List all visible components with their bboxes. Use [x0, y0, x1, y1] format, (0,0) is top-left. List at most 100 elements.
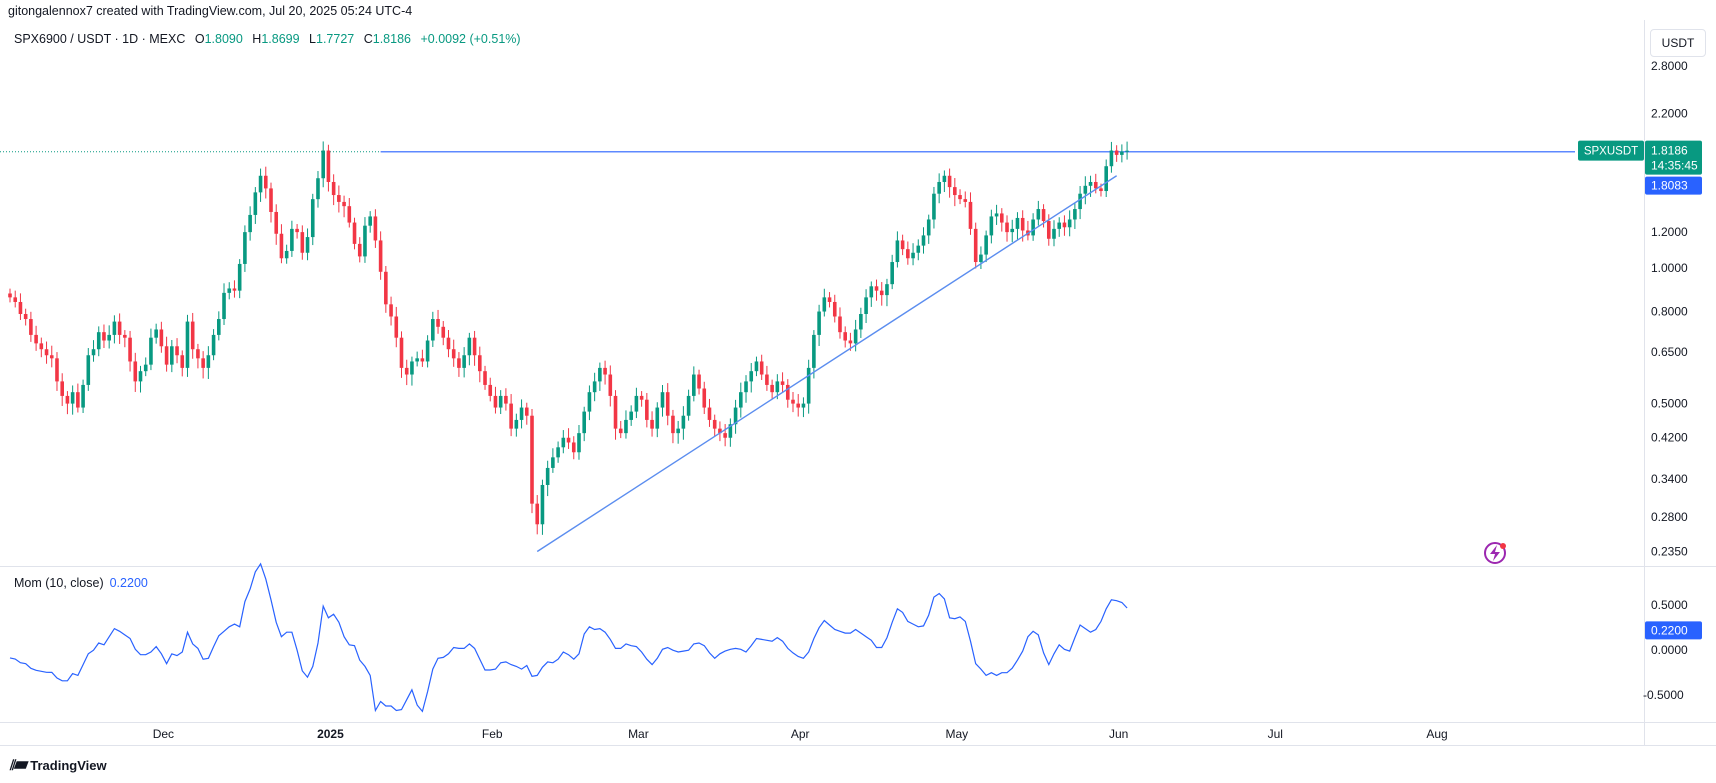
candle-body [201, 358, 205, 368]
lightning-icon[interactable] [1484, 542, 1506, 564]
candle-body [942, 175, 947, 182]
candle-body [1052, 228, 1056, 239]
momentum-value-tag [1645, 621, 1702, 640]
candle-body [911, 252, 915, 259]
candle-body [733, 407, 738, 425]
candle-body [530, 415, 534, 504]
candle-body [1067, 219, 1072, 228]
candle-body [331, 181, 336, 196]
candle-body [535, 503, 540, 525]
candle-body [227, 288, 232, 293]
candle-body [869, 286, 874, 298]
last-price-tag [1645, 140, 1702, 175]
candle-body [937, 181, 941, 194]
candle-body [645, 399, 649, 420]
candle-body [102, 332, 106, 341]
candle-body [44, 349, 49, 356]
price-tick-label: 0.3400 [1651, 472, 1688, 486]
candle-body [420, 358, 425, 362]
candle-body [587, 392, 592, 412]
candle-body [373, 216, 378, 241]
candle-body [1114, 150, 1119, 155]
candle-body [608, 374, 613, 396]
candle-body [566, 437, 571, 443]
level-line-tag [1645, 176, 1702, 195]
candle-body [1083, 185, 1088, 194]
candle-body [70, 392, 75, 404]
currency-button[interactable]: USDT [1650, 29, 1706, 57]
candle-body [467, 337, 472, 356]
level-line-value: 1.8083 [1651, 179, 1688, 193]
candle-body [634, 395, 639, 412]
candle-body [55, 358, 59, 382]
candle-body [895, 240, 900, 263]
candle-body [1046, 221, 1051, 239]
time-tick-label: 2025 [317, 727, 344, 741]
candle-body [671, 415, 675, 434]
candle-body [796, 403, 801, 408]
candle-body [1078, 193, 1082, 210]
candle-body [310, 199, 315, 238]
time-axis[interactable]: Dec 2025 Feb Mar Apr May Jun Jul Aug [153, 727, 1448, 741]
time-tick-label: May [945, 727, 968, 741]
candle-body [112, 321, 117, 335]
candle-body [723, 433, 727, 438]
candle-body [827, 297, 832, 302]
candle-body [357, 243, 362, 257]
price-tick-label: 2.8000 [1651, 59, 1688, 73]
candle-body [885, 284, 889, 296]
candle-body [1010, 228, 1015, 233]
candle-body [143, 364, 148, 372]
momentum-polyline [9, 562, 1128, 713]
candle-body [582, 411, 586, 434]
candle-body [592, 381, 597, 393]
candle-body [1041, 209, 1046, 222]
trendline[interactable] [536, 175, 1118, 553]
candle-body [29, 319, 33, 335]
candle-body [217, 319, 221, 335]
candle-body [843, 332, 847, 341]
high-value: 1.8699 [261, 32, 300, 46]
change-value: +0.0092 (+0.51%) [420, 32, 521, 46]
price-tick-label: 0.2350 [1651, 544, 1688, 558]
candle-body [702, 388, 707, 408]
candle-body [337, 195, 341, 202]
price-axis[interactable]: 2.8000 2.2000 1.2000 1.0000 0.8000 0.6500 0.50… [1651, 59, 1688, 558]
candle-body [551, 457, 555, 468]
chart-caption: gitongalennox7 created with TradingView.… [8, 4, 413, 18]
candle-body [1104, 166, 1108, 192]
candle-body [655, 407, 660, 429]
tradingview-logo[interactable]: ⫽▰ TradingView [10, 757, 107, 774]
indicator-legend[interactable]: Mom (10, close) 0.2200 [14, 576, 148, 590]
candle-body [697, 374, 701, 389]
candle-body [906, 249, 910, 259]
candle-body [556, 447, 560, 458]
candle-body [128, 337, 132, 362]
candle-body [629, 411, 633, 420]
candle-body [410, 361, 414, 375]
candle-body [368, 216, 372, 226]
candle-body [561, 437, 566, 448]
candle-body [96, 332, 101, 350]
symbol-title[interactable]: SPX6900 / USDT · 1D · MEXC [14, 32, 186, 46]
candle-body [1015, 217, 1020, 229]
momentum-axis[interactable]: 0.5000 0.0000 -0.5000 [1643, 598, 1688, 702]
candle-body [13, 297, 18, 302]
candle-body [749, 371, 754, 382]
candle-body [18, 301, 23, 314]
candle-body [832, 301, 837, 317]
candle-body [196, 349, 200, 359]
open-value: 1.8090 [204, 32, 243, 46]
candle-body [295, 228, 299, 233]
candle-body [269, 188, 273, 212]
candle-body [347, 206, 352, 223]
price-tick-label: 0.5000 [1651, 397, 1688, 411]
candle-body [958, 195, 962, 200]
candle-body [321, 150, 325, 179]
time-tick-label: Jun [1109, 727, 1128, 741]
price-tick-label: 0.2800 [1651, 510, 1688, 524]
candle-body [739, 392, 743, 408]
candle-body [984, 235, 988, 255]
price-tick-label: 0.6500 [1651, 345, 1688, 359]
